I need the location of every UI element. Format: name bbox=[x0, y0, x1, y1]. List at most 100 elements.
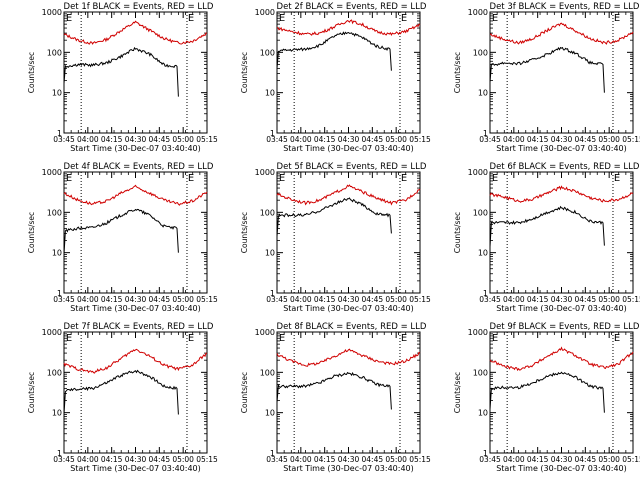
panel-title: Det 1f BLACK = Events, RED = LLD bbox=[64, 2, 214, 12]
y-tick-label: 10 bbox=[265, 409, 275, 418]
y-tick-label: 1 bbox=[57, 289, 62, 298]
y-tick-label: 100 bbox=[47, 368, 62, 377]
x-axis-label: Start Time (30-Dec-07 03:40:40) bbox=[70, 464, 201, 473]
x-tick-label: 04:30 bbox=[125, 135, 147, 144]
x-tick-label: 03:45 bbox=[53, 295, 75, 304]
plot-frame bbox=[489, 11, 634, 134]
e-marker-label: E bbox=[188, 333, 194, 344]
y-tick-label: 1 bbox=[57, 129, 62, 138]
event-rate-series-line bbox=[276, 371, 392, 410]
x-tick-label: 04:15 bbox=[101, 135, 123, 144]
y-tick-label: 1 bbox=[483, 289, 488, 298]
plot-frame bbox=[63, 11, 208, 134]
y-tick-label: 10 bbox=[265, 89, 275, 98]
y-tick-label: 1000 bbox=[255, 328, 275, 337]
e-marker-label: E bbox=[401, 13, 407, 24]
panel-det-9: Det 9f BLACK = Events, RED = LLD 1 10 100 10… bbox=[453, 322, 640, 473]
plot-frame bbox=[276, 11, 421, 134]
y-tick-label: 1 bbox=[57, 449, 62, 458]
panel-det-2: Det 2f BLACK = Events, RED = LLD 1 10 100 10… bbox=[240, 2, 431, 153]
y-axis-label: Counts/sec bbox=[453, 52, 462, 93]
x-axis-label: Start Time (30-Dec-07 03:40:40) bbox=[283, 304, 414, 313]
lld-rate-series-line bbox=[63, 184, 208, 206]
corner-marker-text: E bbox=[66, 13, 72, 24]
x-axis-label: Start Time (30-Dec-07 03:40:40) bbox=[496, 144, 627, 153]
y-tick-label: 100 bbox=[473, 368, 488, 377]
x-tick-label: 04:30 bbox=[338, 455, 360, 464]
x-tick-label: 04:15 bbox=[527, 455, 549, 464]
x-tick-label: 04:15 bbox=[527, 135, 549, 144]
panel-title: Det 8f BLACK = Events, RED = LLD bbox=[277, 322, 427, 332]
y-tick-label: 100 bbox=[473, 48, 488, 57]
y-tick-label: 10 bbox=[52, 409, 62, 418]
event-rate-series-line bbox=[63, 208, 179, 255]
x-tick-label: 05:00 bbox=[172, 135, 194, 144]
panel-title: Det 5f BLACK = Events, RED = LLD bbox=[277, 162, 427, 172]
x-tick-label: 04:00 bbox=[290, 135, 312, 144]
x-axis-label: Start Time (30-Dec-07 03:40:40) bbox=[496, 304, 627, 313]
panel-title: Det 6f BLACK = Events, RED = LLD bbox=[490, 162, 640, 172]
x-tick-label: 03:45 bbox=[266, 135, 288, 144]
x-tick-label: 04:00 bbox=[77, 295, 99, 304]
y-tick-label: 10 bbox=[478, 89, 488, 98]
event-rate-series-line bbox=[489, 371, 605, 413]
y-tick-label: 10 bbox=[265, 249, 275, 258]
x-tick-label: 05:15 bbox=[622, 135, 640, 144]
plot-frame bbox=[489, 171, 634, 294]
corner-marker-text: E bbox=[492, 13, 498, 24]
x-tick-label: 05:00 bbox=[172, 455, 194, 464]
e-marker-label: E bbox=[401, 333, 407, 344]
plot-frame bbox=[489, 331, 634, 454]
x-tick-label: 04:15 bbox=[527, 295, 549, 304]
panel-title: Det 9f BLACK = Events, RED = LLD bbox=[490, 322, 640, 332]
y-tick-label: 100 bbox=[260, 48, 275, 57]
x-tick-label: 05:15 bbox=[409, 135, 431, 144]
x-tick-label: 04:30 bbox=[551, 295, 573, 304]
panel-det-5: Det 5f BLACK = Events, RED = LLD 1 10 100 10… bbox=[240, 162, 431, 313]
x-tick-label: 04:00 bbox=[503, 295, 525, 304]
x-axis-label: Start Time (30-Dec-07 03:40:40) bbox=[70, 144, 201, 153]
y-tick-label: 1000 bbox=[468, 8, 488, 17]
lld-rate-series-line bbox=[276, 348, 421, 367]
corner-marker-text: E bbox=[66, 333, 72, 344]
panel-det-8: Det 8f BLACK = Events, RED = LLD 1 10 100 10… bbox=[240, 322, 431, 473]
x-tick-label: 04:30 bbox=[125, 295, 147, 304]
x-tick-label: 05:15 bbox=[196, 295, 218, 304]
x-tick-label: 04:30 bbox=[551, 455, 573, 464]
y-axis-label: Counts/sec bbox=[27, 52, 36, 93]
x-tick-label: 04:30 bbox=[125, 455, 147, 464]
x-axis-label: Start Time (30-Dec-07 03:40:40) bbox=[283, 144, 414, 153]
plot-frame bbox=[276, 171, 421, 294]
x-tick-label: 04:45 bbox=[149, 455, 171, 464]
e-marker-label: E bbox=[188, 173, 194, 184]
x-tick-label: 05:15 bbox=[622, 295, 640, 304]
e-marker-label: E bbox=[614, 13, 620, 24]
y-tick-label: 100 bbox=[260, 208, 275, 217]
lld-rate-series-line bbox=[63, 20, 208, 45]
lld-rate-series-line bbox=[63, 348, 208, 374]
y-tick-label: 1 bbox=[270, 449, 275, 458]
y-tick-label: 100 bbox=[47, 48, 62, 57]
y-tick-label: 1000 bbox=[42, 8, 62, 17]
x-tick-label: 05:00 bbox=[598, 295, 620, 304]
panel-title: Det 7f BLACK = Events, RED = LLD bbox=[64, 322, 214, 332]
y-tick-label: 1 bbox=[270, 129, 275, 138]
y-axis-label: Counts/sec bbox=[453, 212, 462, 253]
panel-det-7: Det 7f BLACK = Events, RED = LLD 1 10 100 10… bbox=[27, 322, 218, 473]
event-rate-series-line bbox=[276, 197, 392, 237]
y-tick-label: 1000 bbox=[42, 168, 62, 177]
panel-title: Det 4f BLACK = Events, RED = LLD bbox=[64, 162, 214, 172]
x-tick-label: 03:45 bbox=[479, 295, 501, 304]
x-tick-label: 05:15 bbox=[196, 455, 218, 464]
y-tick-label: 1000 bbox=[468, 328, 488, 337]
x-tick-label: 04:30 bbox=[338, 295, 360, 304]
x-tick-label: 04:15 bbox=[314, 295, 336, 304]
x-tick-label: 05:00 bbox=[385, 455, 407, 464]
e-marker-label: E bbox=[614, 333, 620, 344]
x-tick-label: 04:00 bbox=[77, 455, 99, 464]
event-rate-series-line bbox=[63, 369, 179, 415]
y-tick-label: 1 bbox=[483, 129, 488, 138]
x-tick-label: 04:45 bbox=[149, 135, 171, 144]
x-tick-label: 04:15 bbox=[314, 455, 336, 464]
